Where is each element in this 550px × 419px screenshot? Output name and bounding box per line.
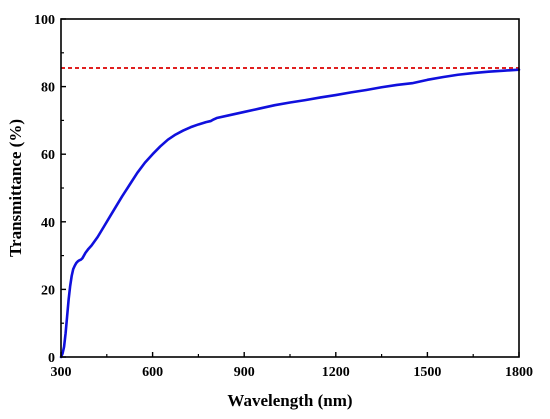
- y-tick-label: 0: [48, 351, 55, 366]
- y-tick-label: 100: [34, 13, 55, 28]
- y-tick-label: 80: [41, 81, 55, 96]
- x-tick-label: 1500: [413, 365, 441, 380]
- x-tick-label: 900: [234, 365, 255, 380]
- x-axis-label: Wavelength (nm): [227, 391, 352, 410]
- y-axis-label: Transmittance (%): [6, 119, 25, 257]
- x-tick-label: 1800: [505, 365, 533, 380]
- plot-layer: [59, 67, 521, 359]
- y-tick-label: 20: [41, 283, 55, 298]
- y-tick-label: 60: [41, 148, 55, 163]
- x-tick-label: 300: [51, 365, 72, 380]
- plot-frame: [60, 18, 520, 358]
- series-line-0: [59, 68, 521, 359]
- x-tick-label: 600: [142, 365, 163, 380]
- x-tick-label: 1200: [322, 365, 350, 380]
- y-tick-label: 40: [41, 216, 55, 231]
- tick-layer: 300 600 900 1200 1500 1800 0 20 40 60 80 100: [34, 13, 533, 380]
